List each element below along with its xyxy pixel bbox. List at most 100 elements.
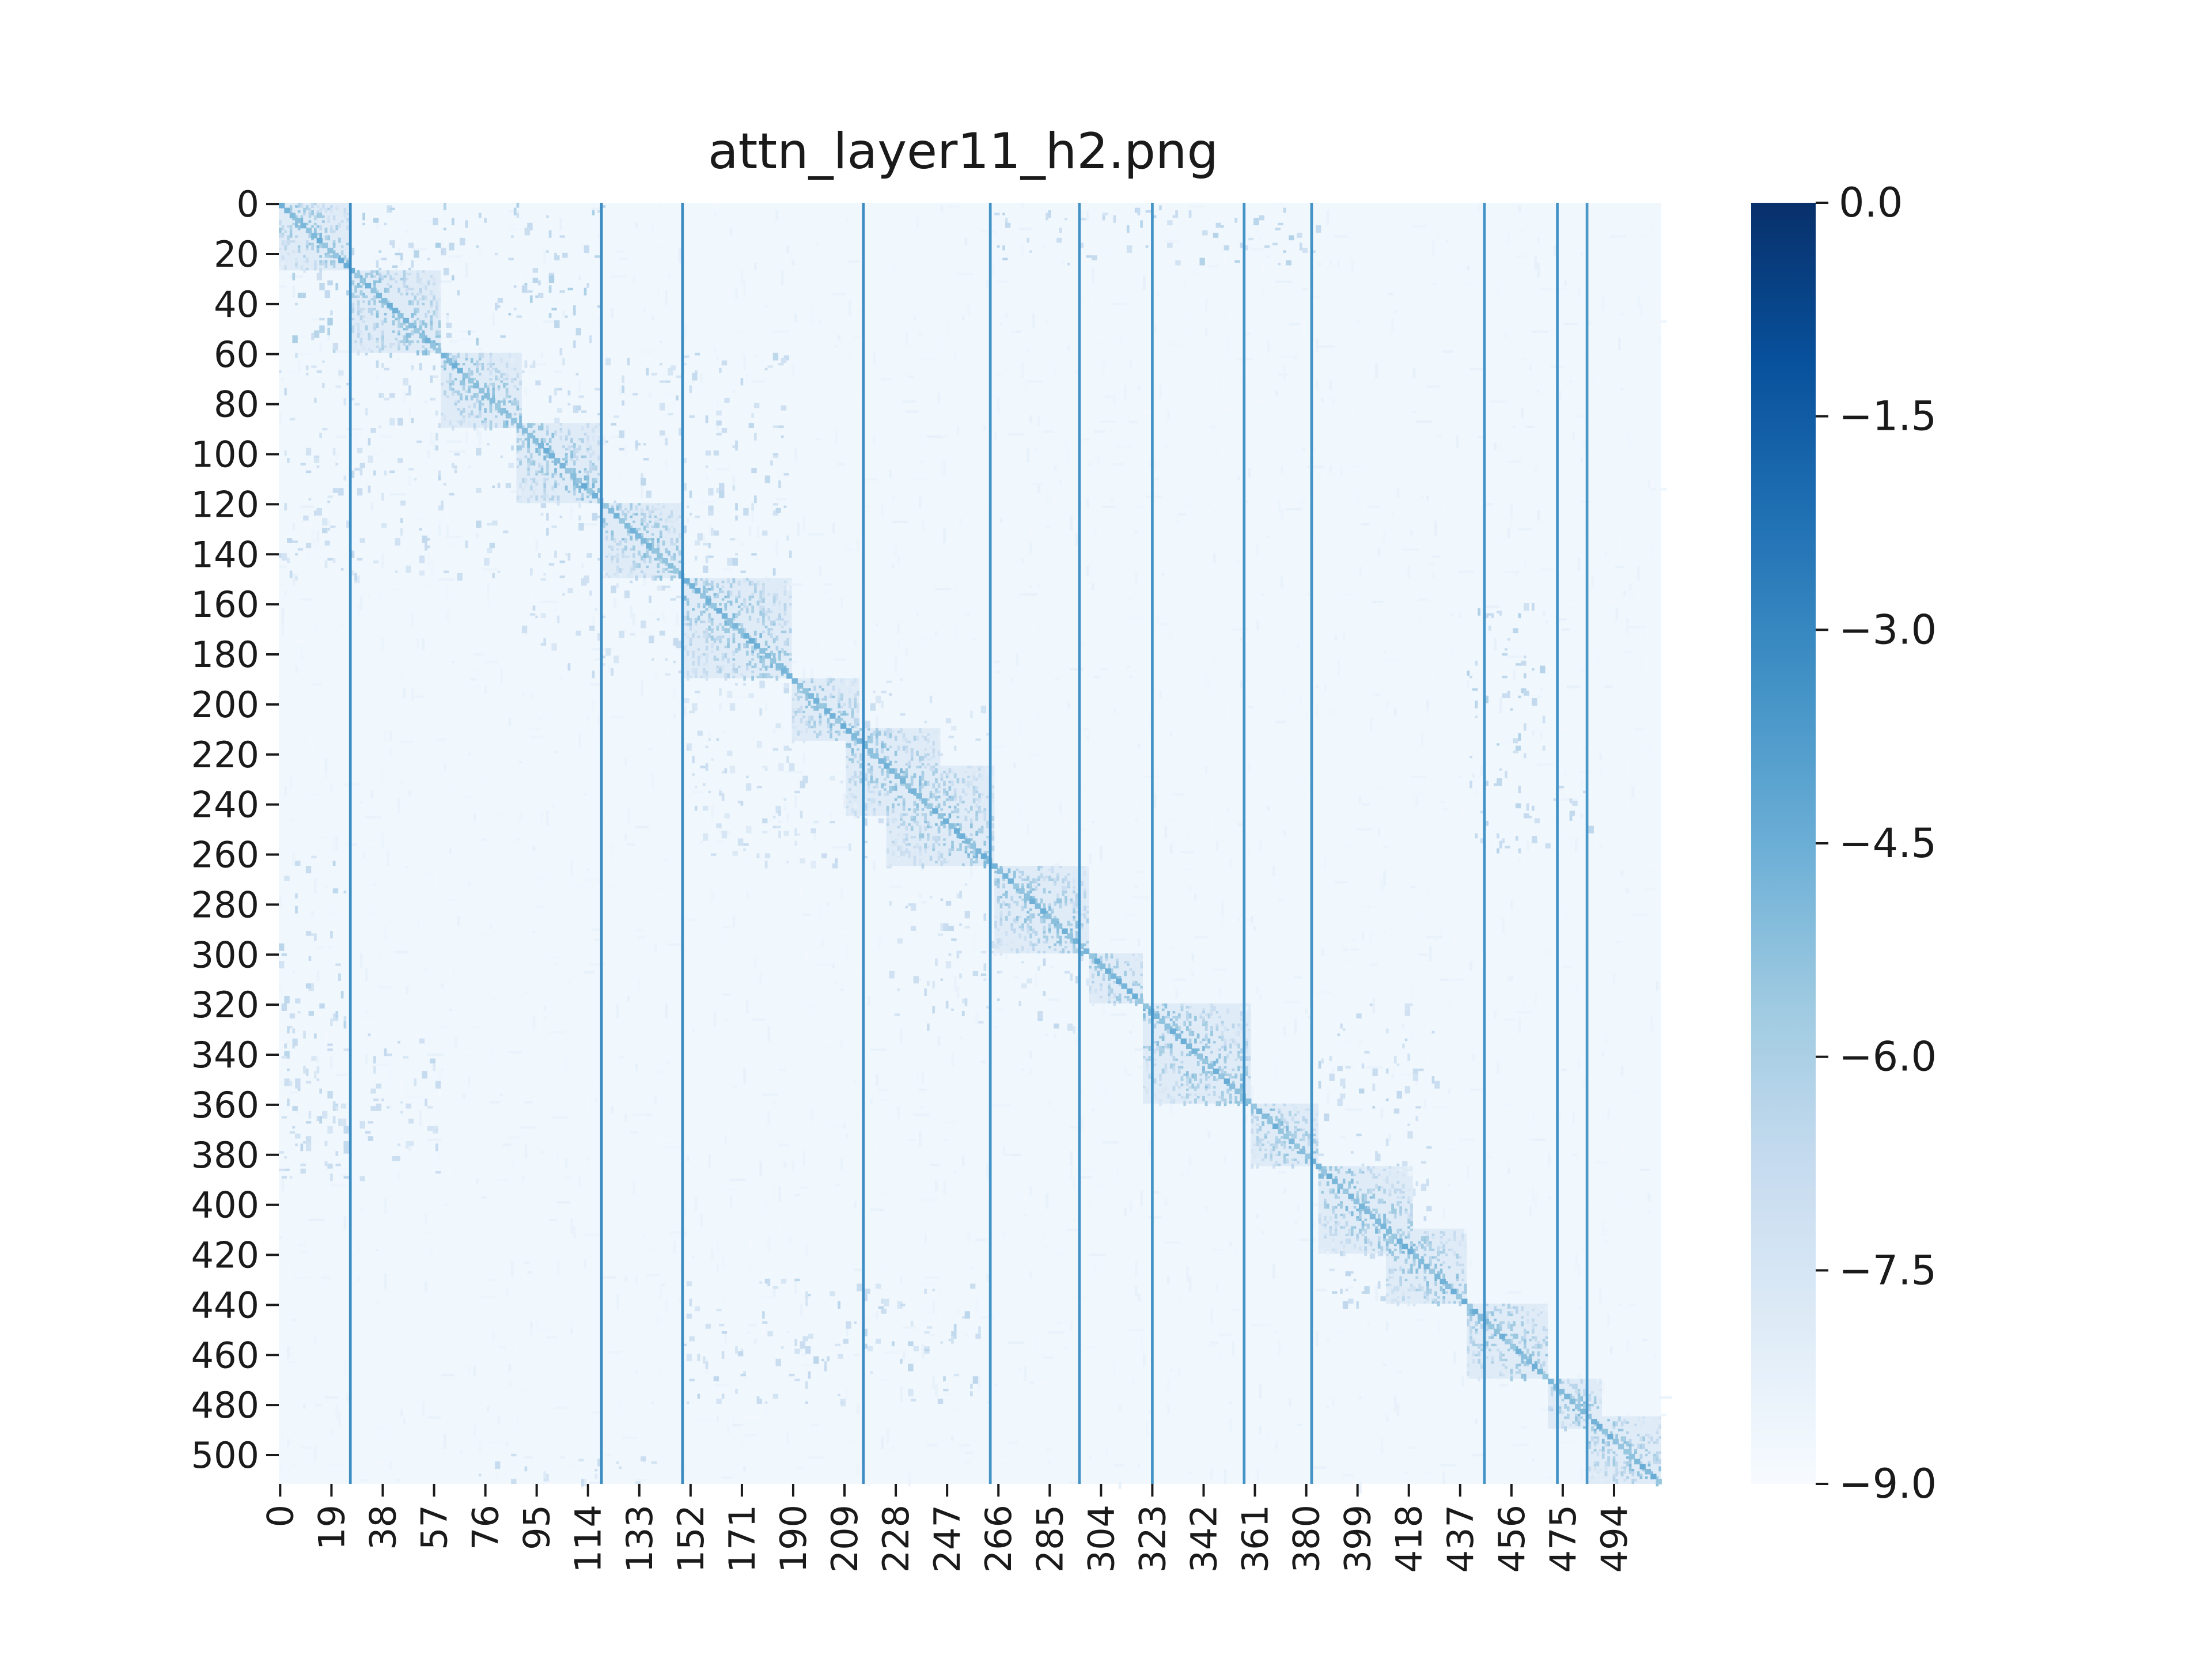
heatmap-cell [1299,243,1302,251]
heatmap-cell [546,956,563,959]
heatmap-cell [578,275,581,281]
heatmap-cell [573,490,576,496]
heatmap-cell [403,688,406,699]
heatmap-cell [597,412,600,416]
heatmap-cell [1097,455,1100,463]
heatmap-cell [1054,1033,1056,1039]
heatmap-cell [284,1043,287,1049]
heatmap-cell [524,483,528,486]
heatmap-cell [632,553,635,558]
heatmap-cell [468,412,471,418]
heatmap-cell [902,1351,906,1359]
heatmap-cell [521,488,525,491]
heatmap-cell [961,968,965,971]
heatmap-cell [481,403,484,406]
heatmap-cell [694,1196,698,1211]
heatmap-cell [581,455,584,459]
heatmap-cell [1073,1218,1075,1221]
heatmap-cell [745,891,749,899]
heatmap-cell [543,488,547,493]
heatmap-cell [351,570,355,576]
heatmap-cell [781,435,784,438]
heatmap-cell [465,353,468,358]
heatmap-cell [1289,1228,1291,1241]
heatmap-cell [1021,500,1024,503]
heatmap-cell [1626,618,1629,634]
heatmap-cell [578,733,581,748]
heatmap-cell [684,483,687,491]
heatmap-cell [1497,283,1499,296]
heatmap-cell [1267,635,1270,646]
heatmap-cell [1113,463,1124,466]
heatmap-cell [613,1183,619,1187]
heatmap-cell [400,528,403,536]
heatmap-cell [497,298,503,303]
heatmap-cell [311,203,314,208]
heatmap-cell [387,283,390,286]
heatmap-cell [313,458,320,463]
heatmap-cell [1253,926,1256,931]
heatmap-cell [608,1479,611,1482]
heatmap-cell [1601,1381,1605,1394]
heatmap-cell [870,310,876,313]
heatmap-cell [1513,671,1516,681]
heatmap-cell [924,1289,927,1294]
heatmap-cell [586,553,592,558]
heatmap-cell [1618,1304,1621,1306]
heatmap-cell [1337,1066,1343,1071]
heatmap-cell [619,448,624,451]
heatmap-cell [1196,1326,1200,1334]
heatmap-cell [959,923,962,926]
heatmap-cell [649,868,652,878]
heatmap-cell [338,1411,341,1427]
heatmap-cell [473,378,476,381]
heatmap-cell [1537,390,1540,393]
heatmap-cell [389,240,395,245]
heatmap-cell [1548,298,1562,301]
heatmap-cell [1329,260,1332,266]
heatmap-cell [1367,1066,1384,1069]
heatmap-cell [986,425,989,433]
heatmap-cell [357,305,360,310]
heatmap-cell [1480,838,1483,843]
heatmap-cell [657,435,671,438]
heatmap-cell [343,1176,349,1179]
heatmap-cell [1345,260,1349,273]
heatmap-cell [441,237,444,251]
heatmap-cell [1159,205,1162,211]
heatmap-cell [1505,648,1508,651]
heatmap-cell [783,685,789,694]
heatmap-cell [1523,691,1529,696]
heatmap-cell [1275,1263,1278,1267]
heatmap-cell [1007,1298,1011,1309]
heatmap-cell [1329,991,1332,994]
heatmap-cell [668,272,671,278]
heatmap-cell [1213,968,1227,971]
heatmap-cell [1369,1253,1376,1259]
heatmap-cell [495,302,498,310]
heatmap-cell [443,570,449,573]
heatmap-cell [1307,593,1310,596]
heatmap-cell [532,460,536,466]
heatmap-cell [697,695,700,699]
heatmap-cell [295,257,298,263]
heatmap-cell [343,475,347,481]
heatmap-cell [1412,1073,1419,1081]
heatmap-cell [729,1093,733,1096]
heatmap-cell [465,358,468,361]
heatmap-cell [716,468,730,471]
heatmap-cell [948,418,952,428]
heatmap-cell [1278,1171,1286,1174]
heatmap-cell [662,1351,665,1354]
heatmap-cell [1599,771,1602,776]
heatmap-cell [1137,870,1146,874]
heatmap-cell [289,225,293,230]
heatmap-cell [1507,1156,1510,1169]
heatmap-cell [1102,998,1105,1014]
heatmap-cell [1620,1143,1624,1152]
heatmap-cell [419,528,422,531]
heatmap-cell [1529,1138,1537,1141]
heatmap-cell [589,335,592,343]
heatmap-cell [635,448,638,451]
heatmap-cell [594,938,600,941]
